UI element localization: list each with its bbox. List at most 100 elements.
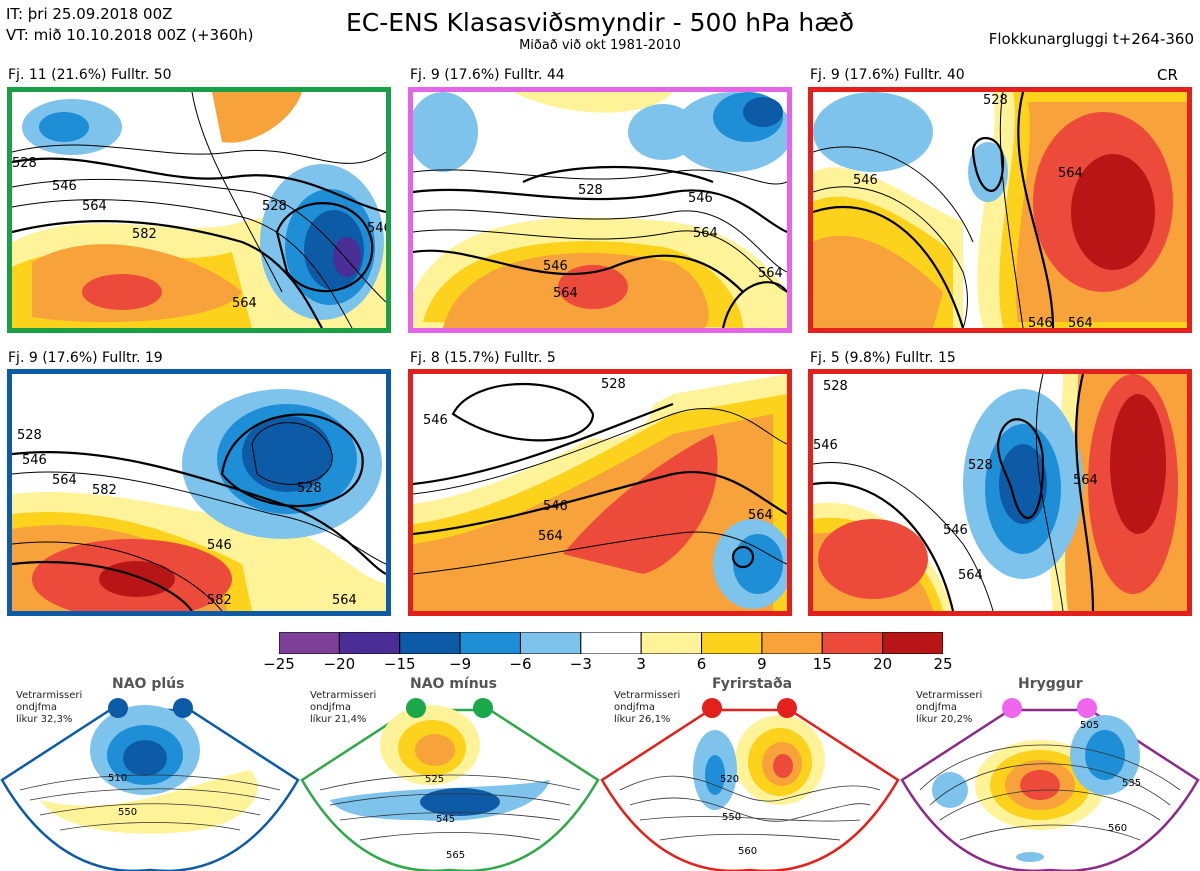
regime-note-line: Vetrarmisseri — [916, 690, 983, 701]
colorbar-swatch — [640, 632, 703, 654]
contour-label: 546 — [943, 523, 968, 538]
regime-title: Hryggur — [1018, 676, 1083, 692]
contour-label: 546 — [423, 413, 448, 428]
cluster-map-2: 528 546 564 564 546 564 — [408, 87, 792, 333]
contour-label: 528 — [968, 458, 993, 473]
colorbar-swatch — [761, 632, 823, 654]
cluster-map-6: 528 546 528 546 564 564 — [808, 369, 1192, 616]
contour-label: 582 — [92, 483, 117, 498]
page-title: EC-ENS Klasasviðsmyndir - 500 hPa hæð — [345, 8, 855, 37]
contour-label: 528 — [12, 156, 37, 171]
contour-label: 546 — [543, 499, 568, 514]
regime-contour-label: 510 — [108, 773, 127, 784]
regime-nao-plus: NAO plús Vetrarmisseri ondjfma líkur 32,… — [0, 676, 300, 871]
colorbar-swatch — [459, 632, 521, 654]
regime-note-line: ondjfma — [310, 702, 351, 713]
colorbar-swatch — [580, 632, 642, 654]
regime-nao-minus: NAO mínus Vetrarmisseri ondjfma líkur 21… — [300, 676, 600, 871]
regime-note-line: líkur 21,4% — [310, 714, 367, 725]
contour-label: 582 — [207, 593, 232, 608]
panel-3-tag: CR — [1157, 66, 1178, 84]
regime-note: Vetrarmisseri ondjfma líkur 26,1% — [614, 690, 680, 726]
colorbar-tick-label: 15 — [812, 655, 832, 673]
header-info: IT: þri 25.09.2018 00Z VT: mið 10.10.201… — [6, 4, 254, 46]
colorbar-tick-label: −3 — [569, 655, 592, 673]
colorbar-tick-label: −25 — [263, 655, 295, 673]
valid-time: VT: mið 10.10.2018 00Z (+360h) — [6, 26, 254, 44]
regime-contour-label: 560 — [1108, 823, 1127, 834]
regime-title: Fyrirstaða — [712, 676, 793, 692]
contour-label: 528 — [823, 379, 848, 394]
contour-label: 564 — [553, 286, 578, 301]
colorbar-swatch — [701, 632, 763, 654]
contour-label: 564 — [82, 199, 107, 214]
colorbar-tick-label: −9 — [449, 655, 472, 673]
regime-note-line: líkur 26,1% — [614, 714, 671, 725]
contour-label: 564 — [232, 296, 257, 311]
regime-note-line: ondjfma — [614, 702, 655, 713]
contour-label: 564 — [332, 593, 357, 608]
contour-label: 564 — [758, 266, 783, 281]
colorbar-swatch — [882, 632, 943, 654]
regime-note: Vetrarmisseri ondjfma líkur 21,4% — [310, 690, 376, 726]
panel-1-label: Fj. 11 (21.6%) Fulltr. 50 — [8, 67, 172, 83]
contour-label: 564 — [748, 508, 773, 523]
page-subtitle: Miðað við okt 1981-2010 — [519, 38, 681, 53]
panel-5-label: Fj. 8 (15.7%) Fulltr. 5 — [410, 350, 556, 366]
regime-note-line: Vetrarmisseri — [16, 690, 83, 701]
colorbar-tick-label: −15 — [383, 655, 416, 673]
classification-window: Flokkunargluggi t+264-360 — [988, 30, 1194, 48]
contour-label: 564 — [538, 529, 563, 544]
regime-contour-label: 560 — [738, 846, 757, 857]
regime-note-line: líkur 32,3% — [16, 714, 73, 725]
contour-label: 546 — [22, 453, 47, 468]
regime-ridge: Hryggur Vetrarmisseri ondjfma líkur 20,2… — [900, 676, 1200, 871]
regime-contour-label: 535 — [1122, 778, 1141, 789]
contour-label: 546 — [853, 173, 878, 188]
contour-label: 546 — [1028, 316, 1053, 328]
colorbar-tick-label: −20 — [323, 655, 356, 673]
init-time: IT: þri 25.09.2018 00Z — [6, 5, 173, 23]
regime-contour-label: 565 — [446, 850, 465, 861]
cluster-map-3: 528 546 564 546 564 — [808, 87, 1192, 333]
regime-note-line: Vetrarmisseri — [614, 690, 681, 701]
colorbar-tick-label: −6 — [509, 655, 532, 673]
colorbar-tick-label: 3 — [636, 655, 646, 673]
colorbar-swatch — [821, 632, 884, 654]
regime-note-line: ondjfma — [16, 702, 57, 713]
contour-label: 564 — [958, 568, 983, 583]
panel-4-label: Fj. 9 (17.6%) Fulltr. 19 — [8, 350, 163, 366]
contour-label: 528 — [578, 183, 603, 198]
colorbar-tick-label: 20 — [873, 655, 893, 673]
regime-title: NAO plús — [112, 676, 185, 692]
panel-3-label: Fj. 9 (17.6%) Fulltr. 40 — [810, 67, 965, 83]
regime-title: NAO mínus — [410, 676, 497, 692]
regime-note-line: ondjfma — [916, 702, 957, 713]
colorbar-swatch — [279, 632, 340, 654]
contour-label: 528 — [983, 93, 1008, 108]
contour-label: 528 — [297, 481, 322, 496]
contour-label: 564 — [693, 226, 718, 241]
contour-label: 528 — [601, 377, 626, 392]
regime-blocking: Fyrirstaða Vetrarmisseri ondjfma líkur 2… — [600, 676, 900, 871]
colorbar-ticks: −25 −20 −15 −9 −6 −3 3 6 9 15 20 25 — [259, 655, 963, 675]
cluster-map-1: 528 546 564 582 528 546 564 — [7, 87, 391, 333]
regime-note-line: líkur 20,2% — [916, 714, 973, 725]
panel-6-label: Fj. 5 (9.8%) Fulltr. 15 — [810, 350, 956, 366]
colorbar-swatches — [279, 632, 943, 654]
contour-label: 546 — [688, 191, 713, 206]
contour-label: 582 — [132, 227, 157, 242]
panel-2-label: Fj. 9 (17.6%) Fulltr. 44 — [410, 67, 565, 83]
regime-contour-label: 545 — [436, 814, 455, 825]
contour-label: 546 — [52, 179, 77, 194]
contour-label: 546 — [813, 438, 838, 453]
cluster-map-4: 528 546 564 582 528 546 564 582 — [7, 369, 391, 616]
cluster-map-5: 528 546 546 564 564 — [408, 369, 792, 616]
contour-label: 546 — [543, 259, 568, 274]
regime-note-line: Vetrarmisseri — [310, 690, 377, 701]
colorbar-swatch — [338, 632, 401, 654]
contour-label: 564 — [1073, 473, 1098, 488]
colorbar-swatch — [519, 632, 582, 654]
regime-contour-label: 550 — [118, 807, 137, 818]
contour-label: 528 — [262, 199, 287, 214]
